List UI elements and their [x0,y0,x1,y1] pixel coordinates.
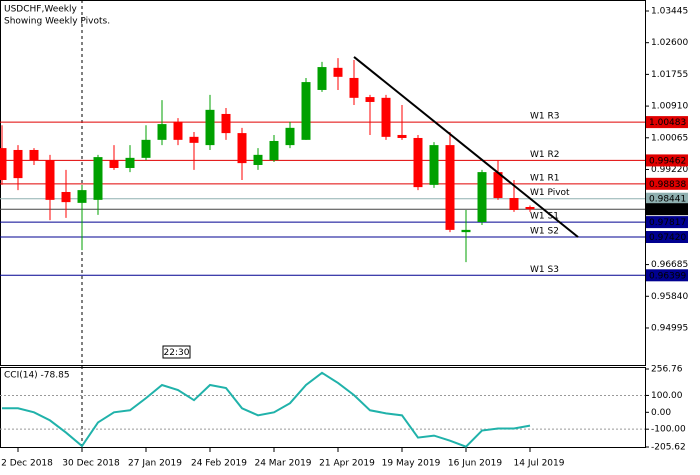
last-price-label: 0.98161 [649,205,686,215]
pivot-value: 0.97817 [649,218,686,228]
cci-panel [0,367,646,448]
candle-body [397,134,407,138]
candle-body [349,77,359,98]
y-tick-label: 0.95840 [651,292,688,302]
pivot-box [646,216,688,229]
y-tick-label: -100.00 [651,425,686,435]
candle-body [477,172,487,223]
y-tick-label: 1.00910 [651,102,688,112]
candle-body [221,113,231,134]
candle-body [189,136,199,143]
pivot-value: 0.97420 [649,233,686,243]
y-tick-label: -205.62 [651,443,686,453]
candle-body [157,124,167,140]
pivot-box [646,177,688,190]
y-tick-label: 1.02600 [651,38,688,48]
pivot-box [646,116,688,129]
x-tick-label: 24 Feb 2019 [191,459,247,469]
x-tick-label: 21 Apr 2019 [319,459,375,469]
candle-body [253,154,263,165]
y-tick-label: 1.00065 [651,133,688,143]
pivot-box [646,154,688,167]
pivot-name: W1 S1 [530,212,559,222]
candle-body [141,139,151,158]
candle-body [413,137,423,188]
candle-body [173,121,183,140]
candle-body [29,149,39,161]
candle-body [61,191,71,203]
candle-body [237,133,247,164]
candle-body [285,127,295,146]
time-box [162,345,191,359]
pivot-value: 0.96399 [649,271,686,281]
y-tick-label: 1.03445 [651,6,688,16]
pivot-name: W1 S3 [530,265,559,275]
x-tick-label: 16 Jun 2019 [448,459,502,469]
pivot-box [646,269,688,282]
pivot-box [646,231,688,244]
candle-body [77,190,87,203]
pivot-name: W1 R2 [530,150,559,160]
pivot-value: 0.98838 [649,180,686,190]
candle-body [45,160,55,200]
pivot-name: W1 R1 [530,173,559,183]
candle-body [525,206,535,210]
candle-body [13,149,23,179]
y-tick-label: 256.76 [651,365,683,375]
cci-title: CCI(14) -78.85 [4,371,70,381]
candle-body [461,229,471,233]
candle-body [0,148,7,180]
pivot-value: 0.99462 [649,156,686,166]
candle-body [93,157,103,200]
candle-body [493,172,503,198]
y-tick-label: 1.01755 [651,70,688,80]
candle-body [301,82,311,140]
candle-body [381,97,391,137]
candle-body [269,140,279,161]
candle-body [317,67,327,90]
trendline [353,56,579,238]
candle-body [509,197,519,210]
y-tick-label: 0.99220 [651,165,688,175]
y-tick-label: 0.00 [651,408,671,418]
y-tick-label: 0.94995 [651,323,688,333]
pivot-box [646,192,688,205]
y-tick-label: 100.00 [651,391,683,401]
candle-body [445,145,455,230]
chart-title: USDCHF,Weekly [4,5,77,15]
pivot-value: 0.98441 [649,195,686,205]
y-tick-label: 0.96685 [651,260,688,270]
pivot-name: W1 Pivot [530,188,570,198]
pivot-name: W1 S2 [530,227,559,237]
candle-body [125,157,135,168]
x-tick-label: 24 Mar 2019 [254,459,311,469]
cci-line [2,371,531,448]
chart-subtitle: Showing Weekly Pivots. [4,17,110,27]
candle-body [205,109,215,146]
x-tick-label: 30 Dec 2018 [62,459,120,469]
candle-body [109,160,119,168]
candle-body [333,67,343,77]
x-tick-label: 2 Dec 2018 [1,459,53,469]
x-tick-label: 27 Jan 2019 [128,459,182,469]
main-panel [0,0,646,366]
x-tick-label: 19 May 2019 [382,459,441,469]
candle-body [365,97,375,102]
pivot-value: 1.00483 [649,118,686,128]
last-price-box [646,203,688,216]
pivot-name: W1 R3 [530,112,559,122]
time-label: 22:30 [164,348,190,358]
x-tick-label: 14 Jul 2019 [514,459,565,469]
candle-body [429,145,439,185]
